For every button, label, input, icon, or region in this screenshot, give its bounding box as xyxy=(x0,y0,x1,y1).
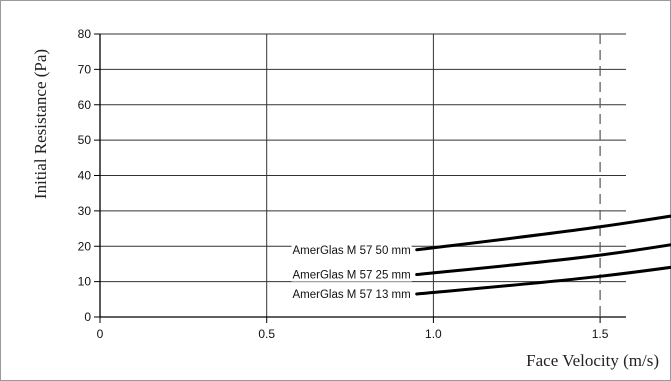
x-axis-title: Face Velocity (m/s) xyxy=(526,351,659,370)
x-tick-label: 0 xyxy=(97,327,104,341)
y-tick-label: 20 xyxy=(78,239,92,253)
y-tick-label: 30 xyxy=(78,204,92,218)
x-tick-label: 1.0 xyxy=(425,327,442,341)
x-tick-label: 1.5 xyxy=(592,327,609,341)
series-label: AmerGlas M 57 50 mm xyxy=(292,245,410,257)
series-label: AmerGlas M 57 25 mm xyxy=(292,270,410,282)
y-tick-label: 10 xyxy=(78,275,92,289)
axes xyxy=(94,33,626,323)
y-tick-label: 0 xyxy=(84,310,91,324)
series-line xyxy=(415,243,671,277)
series-label-backdrop xyxy=(291,269,412,282)
y-tick-label: 40 xyxy=(78,169,92,183)
y-tick-label: 50 xyxy=(78,133,92,147)
series-label: AmerGlas M 57 13 mm xyxy=(292,289,410,301)
y-tick-label: 80 xyxy=(78,27,92,41)
series-labels: AmerGlas M 57 50 mm AmerGlas M 57 25 mm Am… xyxy=(291,244,412,302)
series-line xyxy=(415,214,671,252)
y-tick-label: 70 xyxy=(78,62,92,76)
y-axis-title: Initial Resistance (Pa) xyxy=(31,49,50,199)
series-lines xyxy=(415,214,671,296)
series-line xyxy=(415,265,671,296)
series-label-backdrop xyxy=(291,289,412,302)
series-label-backdrop xyxy=(291,244,412,257)
y-tick-label: 60 xyxy=(78,98,92,112)
x-tick-label: 0.5 xyxy=(258,327,275,341)
